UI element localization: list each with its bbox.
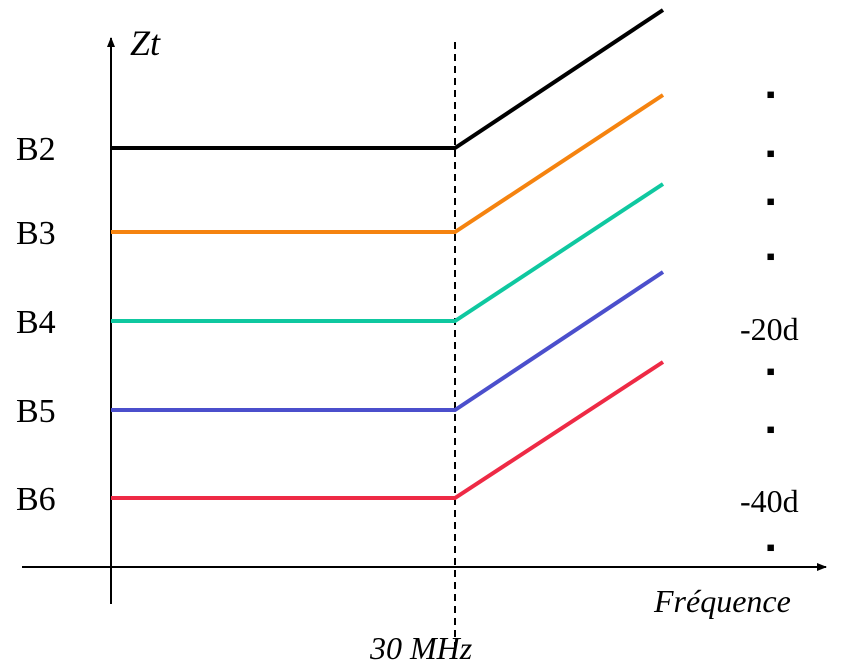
bullet-marker: ▪ (766, 139, 775, 168)
right-text-20d: -20d (740, 311, 799, 347)
bullet-marker: ▪ (766, 187, 775, 216)
series-labels: B2 B3 B4 B5 B6 (16, 131, 56, 518)
bullet-marker: ▪ (766, 357, 775, 386)
bullet-marker: ▪ (766, 533, 775, 562)
series-line-b2 (111, 8, 665, 150)
x-axis-label: Fréquence (653, 583, 791, 619)
series-label-b2: B2 (16, 131, 56, 168)
bullet-marker: ▪ (766, 415, 775, 444)
y-axis-label: Zt (130, 23, 161, 63)
series-line-b6 (111, 360, 665, 500)
series-label-b3: B3 (16, 215, 56, 252)
right-text-40d: -40d (740, 483, 799, 519)
series-lines (111, 8, 665, 500)
bullet-marker: ▪ (766, 242, 775, 271)
series-line-b4 (111, 182, 665, 323)
series-label-b5: B5 (16, 393, 56, 430)
series-label-b4: B4 (16, 304, 56, 341)
series-label-b6: B6 (16, 481, 56, 518)
bullet-marker: ▪ (766, 80, 775, 109)
series-line-b5 (111, 270, 665, 412)
breakpoint-label: 30 MHz (369, 630, 473, 666)
right-annotations: ▪ ▪ ▪ ▪ -20d ▪ ▪ -40d ▪ (740, 80, 799, 562)
series-line-b3 (111, 93, 665, 234)
